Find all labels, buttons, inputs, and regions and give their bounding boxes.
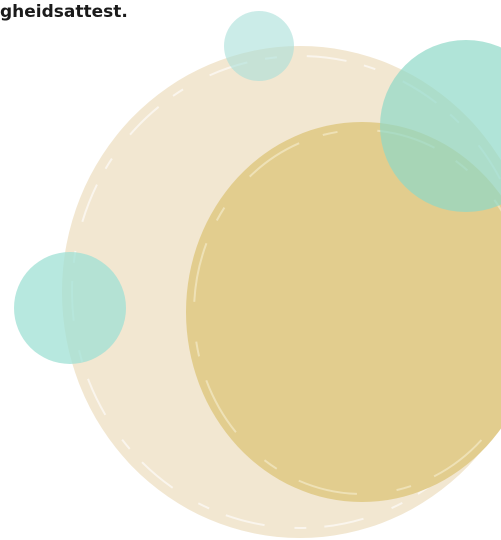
teal-circle [224,11,294,81]
caption-text: gheidsattest. [0,2,128,22]
teal-circle [14,252,126,364]
page: {"text": "gheidsattest."} gheidsattest. … [0,0,501,540]
illustration [0,0,501,540]
